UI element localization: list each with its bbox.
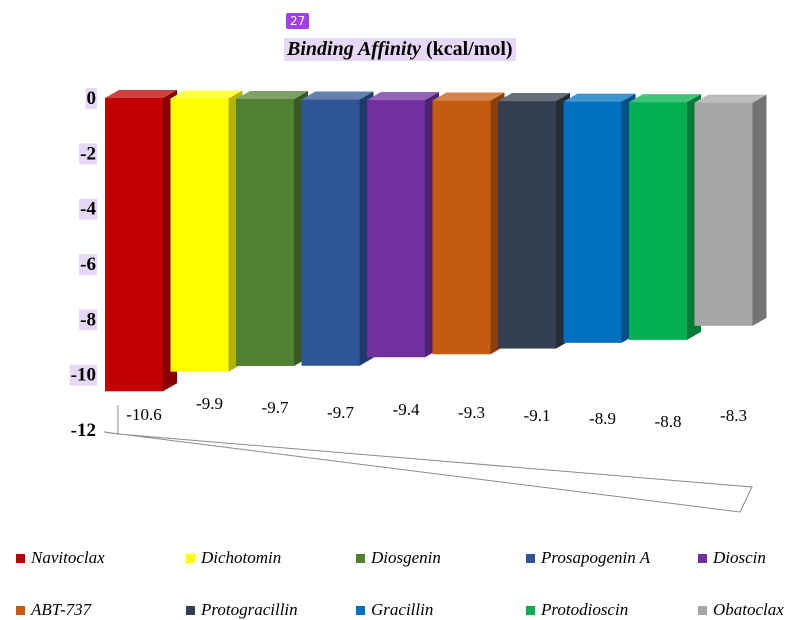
bar-obatoclax — [694, 94, 767, 326]
data-label: -9.3 — [458, 403, 485, 422]
legend-item-gracillin: Gracillin — [356, 600, 433, 620]
legend-item-protogracillin: Protogracillin — [186, 600, 298, 620]
y-tick-label: -10 — [71, 365, 96, 386]
bar-chart: 0 -2 -4 -6 -8 -10 -12 -10.6 -9.9 -9.7 -9.7 -9.4 -9.… — [69, 88, 767, 513]
legend-label: ABT-737 — [31, 600, 92, 619]
legend-label: Dioscin — [713, 548, 766, 567]
y-tick-highlight — [79, 198, 98, 220]
bar-protodioscin — [629, 94, 701, 340]
legend-swatch — [526, 605, 535, 615]
bar-protogracillin — [498, 93, 570, 349]
legend-swatch — [698, 553, 707, 563]
legend-swatch — [186, 553, 195, 563]
bar-gracillin — [563, 93, 636, 343]
y-tick-highlight — [85, 88, 97, 109]
bar-abt-737 — [432, 92, 505, 355]
bar-front — [236, 99, 294, 366]
data-label: -8.3 — [720, 406, 747, 425]
bar-top — [694, 94, 767, 103]
legend-label: Obatoclax — [713, 600, 784, 619]
legend-label: Prosapogenin A — [541, 548, 651, 567]
y-tick-label: 0 — [87, 88, 97, 109]
data-label: -9.4 — [393, 400, 420, 419]
legend-swatch — [356, 605, 365, 615]
bar-front — [301, 99, 360, 366]
bar-prosapogenin-a — [301, 91, 374, 366]
legend-swatch — [16, 605, 25, 615]
y-axis: 0 -2 -4 -6 -8 -10 -12 — [69, 88, 98, 441]
bar-front — [170, 98, 229, 372]
legend-label: Dichotomin — [201, 548, 282, 567]
bar-top — [498, 93, 570, 102]
legend-label: Navitoclax — [31, 548, 105, 567]
y-tick-highlight — [79, 143, 97, 165]
chart-floor — [103, 405, 753, 513]
data-label: -9.1 — [524, 406, 551, 425]
bar-front — [498, 101, 556, 349]
bar-front — [563, 101, 622, 343]
legend-item-prosapogenin-a: Prosapogenin A — [526, 548, 650, 568]
legend: Navitoclax Dichotomin Diosgenin Prosapogeni… — [0, 540, 807, 620]
bar-top — [170, 90, 243, 99]
figure-number-badge: 27 — [286, 13, 310, 29]
bar-top — [563, 93, 636, 102]
bar-front — [105, 98, 163, 392]
legend-swatch — [698, 605, 707, 615]
y-tick-label: -8 — [80, 309, 96, 330]
bar-top — [432, 92, 505, 101]
y-tick-highlight — [69, 364, 97, 386]
bar-top — [105, 90, 177, 98]
data-label: -9.7 — [327, 403, 354, 422]
data-label: -8.9 — [589, 409, 616, 428]
bar-front — [694, 102, 753, 326]
legend-swatch — [186, 605, 195, 615]
y-tick-label: -12 — [71, 420, 96, 441]
chart-title: Binding Affinity (kcal/mol) — [284, 38, 516, 61]
legend-label: Diosgenin — [371, 548, 441, 567]
data-label: -9.9 — [196, 394, 223, 413]
legend-label: Protogracillin — [201, 600, 298, 619]
bar-top — [236, 91, 308, 100]
data-label: -8.8 — [655, 412, 682, 431]
bar-front — [629, 102, 687, 340]
legend-item-obatoclax: Obatoclax — [698, 600, 784, 620]
floor-plane — [103, 431, 753, 513]
chart-title-italic: Binding Affinity — [287, 38, 421, 60]
bar-dichotomin — [170, 90, 243, 372]
legend-label: Protodioscin — [541, 600, 629, 619]
legend-item-protodioscin: Protodioscin — [526, 600, 628, 620]
legend-item-diosgenin: Diosgenin — [356, 548, 441, 568]
bar-front — [367, 100, 425, 358]
bar-navitoclax — [105, 90, 177, 392]
bar-top — [301, 91, 374, 100]
legend-label: Gracillin — [371, 600, 434, 619]
y-tick-highlight — [79, 254, 97, 275]
y-tick-label: -6 — [80, 254, 96, 275]
legend-swatch — [16, 553, 25, 563]
legend-swatch — [526, 553, 535, 563]
bars — [105, 90, 767, 392]
legend-item-abt-737: ABT-737 — [16, 600, 91, 620]
bar-top — [367, 92, 439, 101]
y-tick-label: -4 — [80, 199, 96, 220]
legend-item-dioscin: Dioscin — [698, 548, 766, 568]
legend-item-dichotomin: Dichotomin — [186, 548, 281, 568]
chart-title-unit: (kcal/mol) — [425, 38, 513, 60]
data-labels: -10.6 -9.9 -9.7 -9.7 -9.4 -9.3 -9.1 -8.9 -8.8 -8.… — [126, 394, 747, 431]
legend-item-navitoclax: Navitoclax — [16, 548, 105, 568]
bar-diosgenin — [236, 91, 308, 366]
data-label: -10.6 — [126, 405, 161, 424]
y-tick-highlight — [79, 309, 97, 331]
bar-side — [752, 94, 767, 326]
data-label: -9.7 — [262, 398, 289, 417]
y-tick-label: -2 — [80, 143, 96, 164]
bar-top — [629, 94, 701, 103]
bar-dioscin — [367, 92, 439, 358]
bar-front — [432, 100, 491, 355]
legend-swatch — [356, 553, 365, 563]
